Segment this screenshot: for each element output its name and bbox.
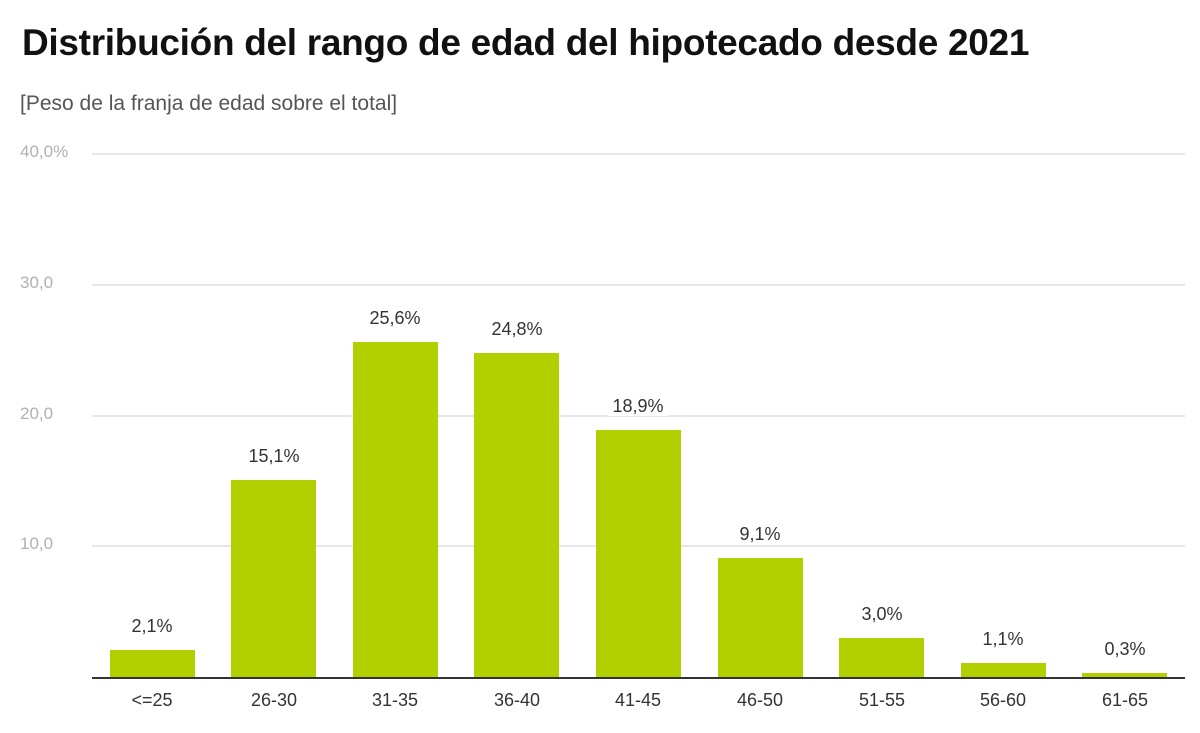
x-tick-label: 41-45 [614, 690, 662, 710]
bar-61-65[interactable] [1082, 673, 1167, 677]
x-tick-label: 61-65 [1101, 690, 1149, 710]
y-tick-label: 40,0% [20, 142, 69, 161]
bar-value-label: 18,9% [583, 396, 693, 417]
x-tick-label: 26-30 [250, 690, 298, 710]
bar-value-label: 15,1% [219, 446, 329, 467]
gridline [92, 153, 1185, 155]
bar-value-label: 24,8% [462, 319, 572, 340]
bar-46-50[interactable] [718, 558, 803, 677]
bar-value-label: 2,1% [97, 616, 207, 637]
bar-56-60[interactable] [961, 663, 1046, 677]
bar-value-label: 3,0% [827, 604, 937, 625]
chart-subtitle: [Peso de la franja de edad sobre el tota… [20, 92, 398, 115]
bar-value-text: 25,6% [365, 308, 425, 328]
x-tick-label: 31-35 [371, 690, 419, 710]
bar-31-35[interactable] [353, 342, 438, 677]
bar-value-label: 25,6% [340, 308, 450, 329]
bar-36-40[interactable] [474, 353, 559, 677]
bar-value-text: 3,0% [857, 604, 907, 624]
bar-value-text: 18,9% [608, 396, 668, 416]
x-tick-label: 51-55 [858, 690, 906, 710]
chart-title: Distribución del rango de edad del hipot… [22, 22, 1030, 63]
x-tick-label: <=25 [131, 690, 173, 710]
bar-value-label: 9,1% [705, 524, 815, 545]
bar-value-text: 2,1% [127, 616, 177, 636]
bar-value-text: 1,1% [978, 629, 1028, 649]
bar-value-text: 9,1% [735, 524, 785, 544]
y-tick-label: 20,0 [20, 404, 54, 423]
bar-value-label: 1,1% [948, 629, 1058, 650]
y-tick-label: 10,0 [20, 534, 54, 553]
x-tick-label: 36-40 [493, 690, 541, 710]
x-tick-label: 46-50 [736, 690, 784, 710]
x-axis-line [92, 677, 1185, 679]
bar-<=25[interactable] [110, 650, 195, 677]
bar-41-45[interactable] [596, 430, 681, 677]
gridline [92, 415, 1185, 417]
gridline [92, 284, 1185, 286]
bar-value-label: 0,3% [1070, 639, 1180, 660]
bar-51-55[interactable] [839, 638, 924, 677]
bar-26-30[interactable] [231, 480, 316, 677]
bar-value-text: 24,8% [487, 319, 547, 339]
bar-value-text: 15,1% [244, 446, 304, 466]
x-tick-label: 56-60 [979, 690, 1027, 710]
bar-value-text: 0,3% [1100, 639, 1150, 659]
y-tick-label: 30,0 [20, 273, 54, 292]
